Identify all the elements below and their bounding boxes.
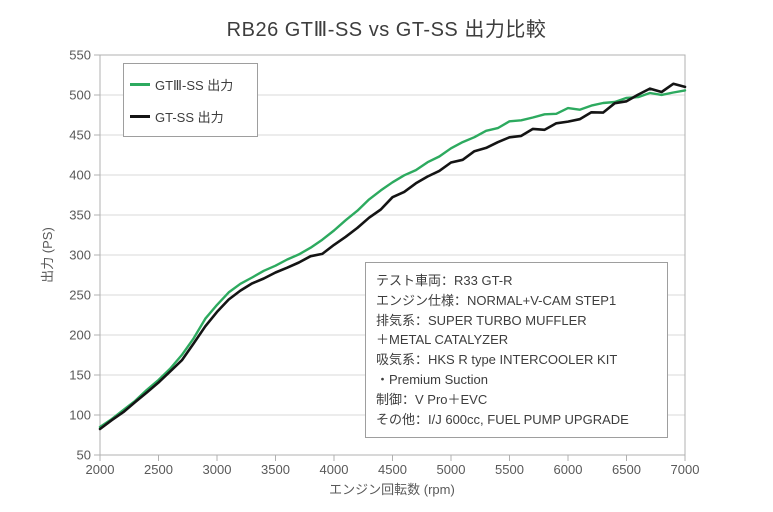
spec-annotation-box: テスト車両：R33 GT-R エンジン仕様：NORMAL+V-CAM STEP1… [365,262,668,438]
spec-line-other: その他：I/J 600cc, FUEL PUMP UPGRADE [376,411,629,427]
y-tick-label: 150 [69,368,91,383]
x-tick-label: 4000 [320,462,349,477]
spec-line-control: 制御：V Pro＋EVC [376,391,488,407]
spec-line-catalyzer: ＋METAL CATALYZER [376,332,509,348]
spec-line-test-car: テスト車両：R33 GT-R [376,273,513,288]
y-tick-label: 50 [77,448,91,463]
x-tick-label: 4500 [378,462,407,477]
spec-line-engine: エンジン仕様：NORMAL+V-CAM STEP1 [376,292,617,308]
legend-label-gtiii-ss: GTⅢ-SS 出力 [155,77,234,93]
legend-item-gt-ss: GT-SS 出力 [130,107,257,126]
x-tick-label: 3000 [203,462,232,477]
x-tick-label: 5500 [495,462,524,477]
y-tick-label: 550 [69,48,91,63]
spec-line-intake: 吸気系：HKS R type INTERCOOLER KIT [376,352,618,368]
y-tick-label: 350 [69,208,91,223]
spec-line-exhaust: 排気系：SUPER TURBO MUFFLER [376,312,587,328]
y-tick-label: 100 [69,408,91,423]
y-tick-label: 500 [69,88,91,103]
x-tick-label: 5000 [437,462,466,477]
legend: GTⅢ-SS 出力 GT-SS 出力 [123,63,258,137]
chart-title: RB26 GTⅢ-SS vs GT-SS 出力比較 [226,19,547,41]
y-tick-label: 250 [69,288,91,303]
x-tick-label: 6000 [554,462,583,477]
x-tick-label: 7000 [671,462,700,477]
x-tick-label: 2000 [86,462,115,477]
series-line-gt-ss [98,82,687,431]
y-axis-label: 出力 (PS) [40,227,55,283]
y-tick-label: 200 [69,328,91,343]
y-tick-label: 300 [69,248,91,263]
spec-line-suction: ・Premium Suction [376,371,488,387]
legend-label-gt-ss: GT-SS 出力 [155,109,224,125]
gt-ss-line-swatch [130,114,150,118]
x-axis-label: エンジン回転数 (rpm) [329,482,455,497]
series-line-gtiii-ss [98,89,687,429]
y-tick-label: 450 [69,128,91,143]
x-tick-label: 3500 [261,462,290,477]
x-tick-label: 6500 [612,462,641,477]
legend-item-gtiii-ss: GTⅢ-SS 出力 [130,75,257,94]
x-tick-label: 2500 [144,462,173,477]
gtiii-ss-line-swatch [130,82,150,86]
y-tick-label: 400 [69,168,91,183]
